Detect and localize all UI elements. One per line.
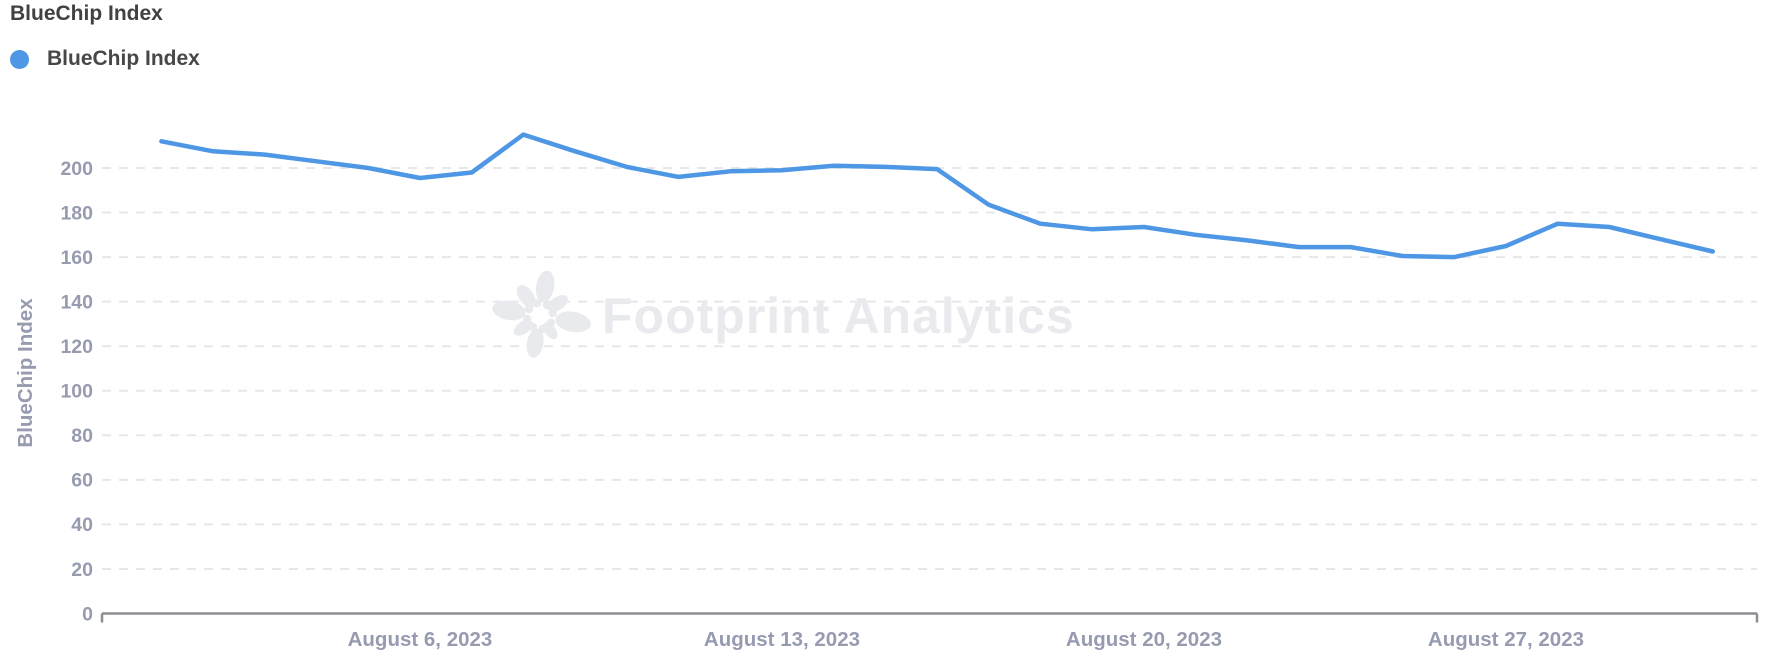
- watermark-flower-dot-icon: [523, 314, 532, 324]
- x-tick-label: August 20, 2023: [1066, 628, 1222, 651]
- y-tick-label: 180: [60, 202, 93, 224]
- watermark-flower-petal-icon: [516, 285, 536, 308]
- y-tick-label: 140: [60, 291, 93, 313]
- y-tick-label: 160: [60, 247, 93, 269]
- legend-marker-icon: [10, 49, 29, 69]
- y-tick-label: 60: [71, 470, 93, 492]
- watermark-flower-petal-icon: [547, 295, 568, 313]
- watermark-flower-petal-icon: [543, 322, 558, 340]
- y-tick-label: 20: [71, 559, 93, 581]
- y-tick-label: 40: [71, 514, 93, 536]
- watermark-text: Footprint Analytics: [602, 288, 1075, 344]
- watermark-flower-petal-icon: [513, 319, 533, 336]
- watermark: Footprint Analytics: [492, 270, 1075, 358]
- y-axis-title: BlueChip Index: [14, 298, 37, 448]
- watermark-flower-dot-icon: [548, 308, 557, 318]
- x-tick-label: August 27, 2023: [1428, 628, 1584, 651]
- watermark-flower-petal-icon: [555, 311, 591, 333]
- legend-item-label: BlueChip Index: [47, 47, 200, 70]
- y-tick-label: 100: [60, 381, 93, 403]
- legend-item-bluechip-index[interactable]: BlueChip Index: [10, 47, 200, 71]
- watermark-flower-petal-icon: [526, 328, 544, 358]
- watermark-flower-petal-icon: [492, 300, 526, 321]
- y-tick-label: 80: [71, 425, 93, 447]
- x-tick-label: August 13, 2023: [704, 628, 860, 651]
- watermark-flower-dot-icon: [532, 299, 542, 308]
- series-line-bluechip-index: [159, 132, 1716, 260]
- y-tick-label: 200: [60, 158, 93, 180]
- x-tick-label: August 6, 2023: [348, 628, 493, 651]
- watermark-flower-petal-icon: [535, 270, 555, 303]
- x-axis-line: [100, 612, 1759, 623]
- y-tick-label: 0: [82, 603, 93, 625]
- y-tick-label: 120: [60, 336, 93, 358]
- page-title: BlueChip Index: [10, 2, 163, 25]
